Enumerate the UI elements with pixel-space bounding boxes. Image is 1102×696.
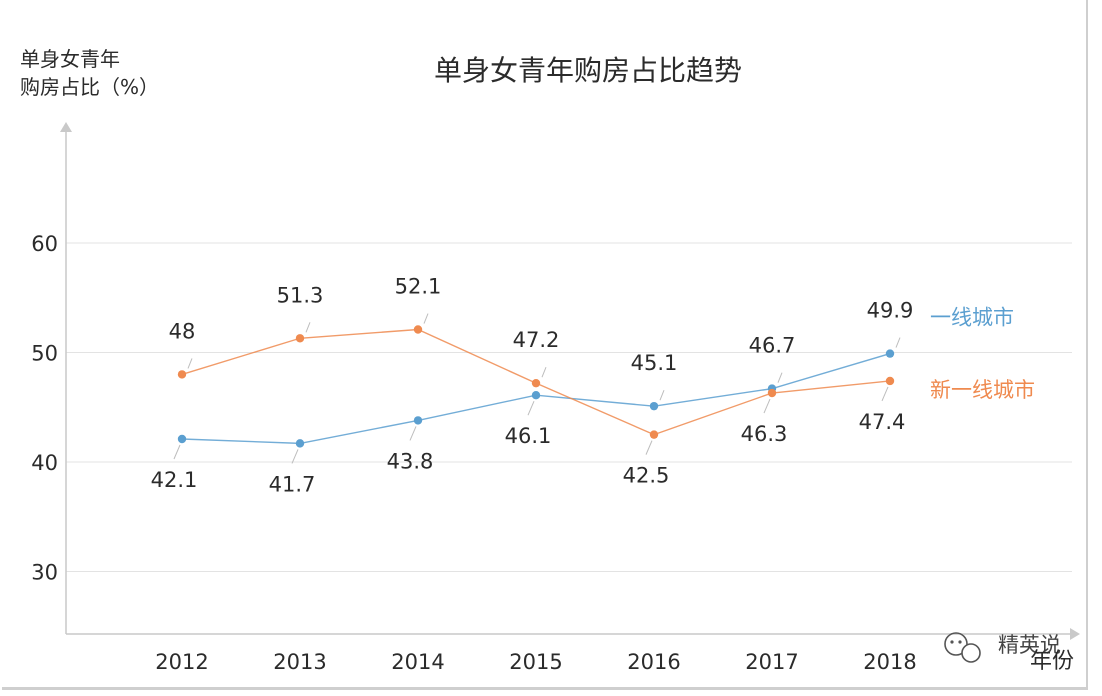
data-point <box>413 325 423 334</box>
data-point <box>649 401 659 411</box>
y-tick-label-50: 50 <box>31 342 58 366</box>
data-label: 49.9 <box>867 299 914 323</box>
data-point <box>295 334 305 343</box>
chart-title: 单身女青年购房占比趋势 <box>434 54 742 87</box>
label-leader <box>895 337 901 348</box>
x-tick-labels: 2012 2013 2014 2015 2016 2017 2018 <box>155 650 916 674</box>
legend-entry-new-tier1: 新一线城市 <box>930 378 1035 402</box>
y-tick-label-40: 40 <box>31 451 58 475</box>
legend-entry-tier1: 一线城市 <box>930 306 1014 330</box>
data-point <box>531 391 541 400</box>
data-label: 46.1 <box>505 424 552 448</box>
x-tick-label-2017: 2017 <box>745 650 798 674</box>
series-new-tier1: 48 51.3 52.1 47.2 42.5 46.3 47.4 <box>169 275 906 488</box>
data-label: 48 <box>169 319 196 343</box>
y-tick-label-30: 30 <box>31 561 58 585</box>
data-label: 47.2 <box>513 328 560 352</box>
series-tier1: 42.1 41.7 43.8 46.1 45.1 46.7 49.9 <box>151 299 914 497</box>
data-point <box>177 434 187 444</box>
y-axis-title-line2: 购房占比（%） <box>20 75 159 99</box>
data-label: 43.8 <box>387 449 434 473</box>
data-label: 51.3 <box>277 283 324 307</box>
x-tick-label-2016: 2016 <box>627 650 680 674</box>
label-leader <box>659 389 665 401</box>
label-leader <box>409 426 417 441</box>
y-tick-labels: 30 40 50 60 <box>31 232 58 585</box>
y-axis-title-line1: 单身女青年 <box>20 47 120 71</box>
label-leader <box>777 372 783 383</box>
data-label: 42.1 <box>151 468 198 492</box>
data-point <box>531 378 541 388</box>
series-layer: 42.1 41.7 43.8 46.1 45.1 46.7 49.9 48 51.3 52.1 47… <box>151 275 914 497</box>
label-leader <box>423 313 429 324</box>
label-leader <box>305 322 311 333</box>
data-label: 45.1 <box>631 351 678 375</box>
x-tick-label-2018: 2018 <box>863 650 916 674</box>
data-label: 41.7 <box>269 472 316 496</box>
wechat-icon <box>944 632 981 663</box>
x-tick-label-2012: 2012 <box>155 650 208 674</box>
label-leader <box>527 401 535 416</box>
x-tick-label-2014: 2014 <box>391 650 444 674</box>
label-leader <box>881 386 889 402</box>
data-point <box>177 370 187 379</box>
data-point <box>413 416 423 425</box>
x-tick-label-2013: 2013 <box>273 650 326 674</box>
data-label: 42.5 <box>623 464 670 488</box>
data-point <box>295 439 305 448</box>
watermark: 精英说 <box>944 632 1061 663</box>
chart-frame <box>2 0 1088 690</box>
y-tick-label-60: 60 <box>31 232 58 256</box>
data-label: 46.7 <box>749 334 796 358</box>
data-label: 52.1 <box>395 275 442 299</box>
data-point <box>885 376 895 386</box>
x-axis-title: 年份 <box>1030 649 1074 674</box>
x-axis-arrow-icon <box>1070 628 1080 640</box>
label-leader <box>763 398 771 414</box>
label-leader <box>187 358 193 369</box>
data-point <box>649 430 659 439</box>
label-leader <box>541 366 547 378</box>
data-label: 46.3 <box>741 422 788 446</box>
data-label: 47.4 <box>859 410 906 434</box>
label-leader <box>173 444 181 460</box>
data-point <box>885 349 895 358</box>
x-tick-label-2015: 2015 <box>509 650 562 674</box>
label-leader <box>645 440 653 455</box>
label-leader <box>291 449 299 464</box>
data-point <box>767 388 777 398</box>
y-axis-arrow-icon <box>60 122 72 132</box>
watermark-text: 精英说 <box>998 633 1061 657</box>
gridlines <box>66 242 1072 572</box>
